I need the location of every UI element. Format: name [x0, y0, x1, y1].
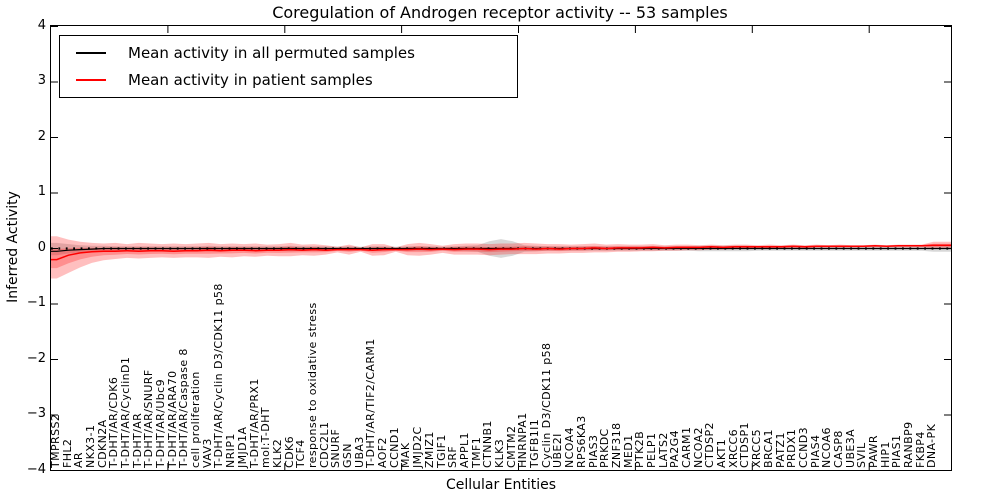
y-tick-label: −3 — [26, 406, 46, 421]
chart-title: Coregulation of Androgen receptor activi… — [272, 3, 728, 22]
y-tick-label: 4 — [37, 17, 46, 33]
y-tick-label: −1 — [26, 295, 46, 310]
legend-label-permuted: Mean activity in all permuted samples — [128, 44, 415, 63]
legend-label-patient: Mean activity in patient samples — [128, 70, 373, 89]
y-tick-label: −4 — [26, 461, 46, 477]
legend-item-patient: Mean activity in patient samples — [60, 67, 517, 93]
x-category-label: APPL1 — [457, 432, 471, 468]
x-axis-title: Cellular Entities — [445, 477, 557, 493]
x-category-label: ZNF318 — [609, 422, 623, 469]
legend-item-permuted: Mean activity in all permuted samples — [60, 40, 517, 66]
x-category-label: CASP8 — [831, 430, 845, 468]
patient-mean-line — [51, 244, 951, 261]
y-tick-label: 1 — [37, 184, 46, 199]
x-category-label: NKX3-1 — [83, 424, 97, 468]
legend: Mean activity in all permuted samples Me… — [59, 35, 518, 98]
x-category-label: BRCA1 — [761, 429, 775, 468]
y-tick-label: 3 — [37, 73, 46, 88]
x-category-label: ZMIZ1 — [422, 431, 436, 468]
x-category-label: TMPRSS2 — [48, 413, 62, 468]
x-category-label: JMJD1A — [235, 426, 249, 468]
x-category-label: KLK2 — [270, 438, 284, 468]
legend-line-patient-icon — [76, 78, 106, 81]
plot-canvas — [51, 26, 951, 470]
y-tick-label: 2 — [37, 128, 46, 144]
x-category-label: PELP1 — [644, 432, 658, 468]
y-tick-label: 0 — [37, 239, 46, 255]
legend-line-permuted-icon — [76, 52, 106, 55]
y-tick-label: −2 — [26, 350, 46, 366]
x-category-label: DNA-PK — [925, 423, 939, 468]
x-category-label: RPS6KA3 — [574, 415, 588, 468]
x-category-label: CCND3 — [796, 426, 810, 468]
plot-area — [50, 25, 952, 471]
